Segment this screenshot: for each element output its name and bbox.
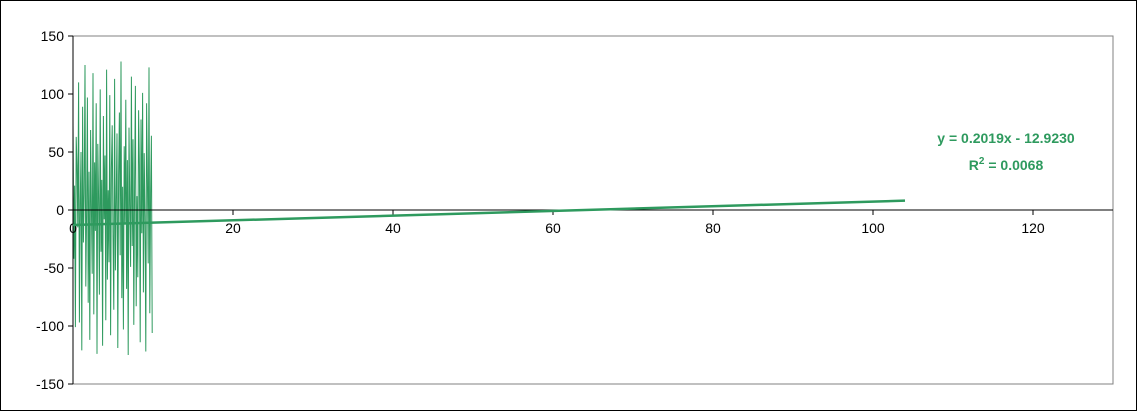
y-tick-label: -100	[36, 318, 64, 334]
x-tick-label: 0	[69, 220, 77, 236]
series-layer	[72, 61, 153, 356]
trendline-r2: R2 = 0.0068	[969, 156, 1044, 173]
r2-superscript: 2	[979, 156, 985, 167]
x-tick-label: 20	[225, 220, 241, 236]
trendline-layer	[72, 199, 906, 227]
r2-prefix: R	[969, 157, 979, 173]
y-tick-label: 0	[56, 202, 64, 218]
y-tick-label: -150	[36, 376, 64, 392]
trendline	[72, 199, 906, 227]
trendline-equation: y = 0.2019x - 12.9230	[937, 130, 1075, 146]
y-tick-label: 50	[48, 144, 64, 160]
x-tick-label: 40	[385, 220, 401, 236]
x-tick-label: 80	[705, 220, 721, 236]
axes-layer: 0 20 40 60 80 100 120 -150 -100 -50 0 50 100 150	[36, 28, 1114, 392]
r2-value: = 0.0068	[984, 157, 1043, 173]
y-tick-label: 100	[41, 86, 65, 102]
x-tick-label: 60	[545, 220, 561, 236]
x-tick-label: 100	[861, 220, 885, 236]
y-tick-label: -50	[44, 260, 64, 276]
x-tick-label: 120	[1021, 220, 1045, 236]
y-tick-label: 150	[41, 28, 65, 44]
series-line-0	[72, 61, 153, 356]
